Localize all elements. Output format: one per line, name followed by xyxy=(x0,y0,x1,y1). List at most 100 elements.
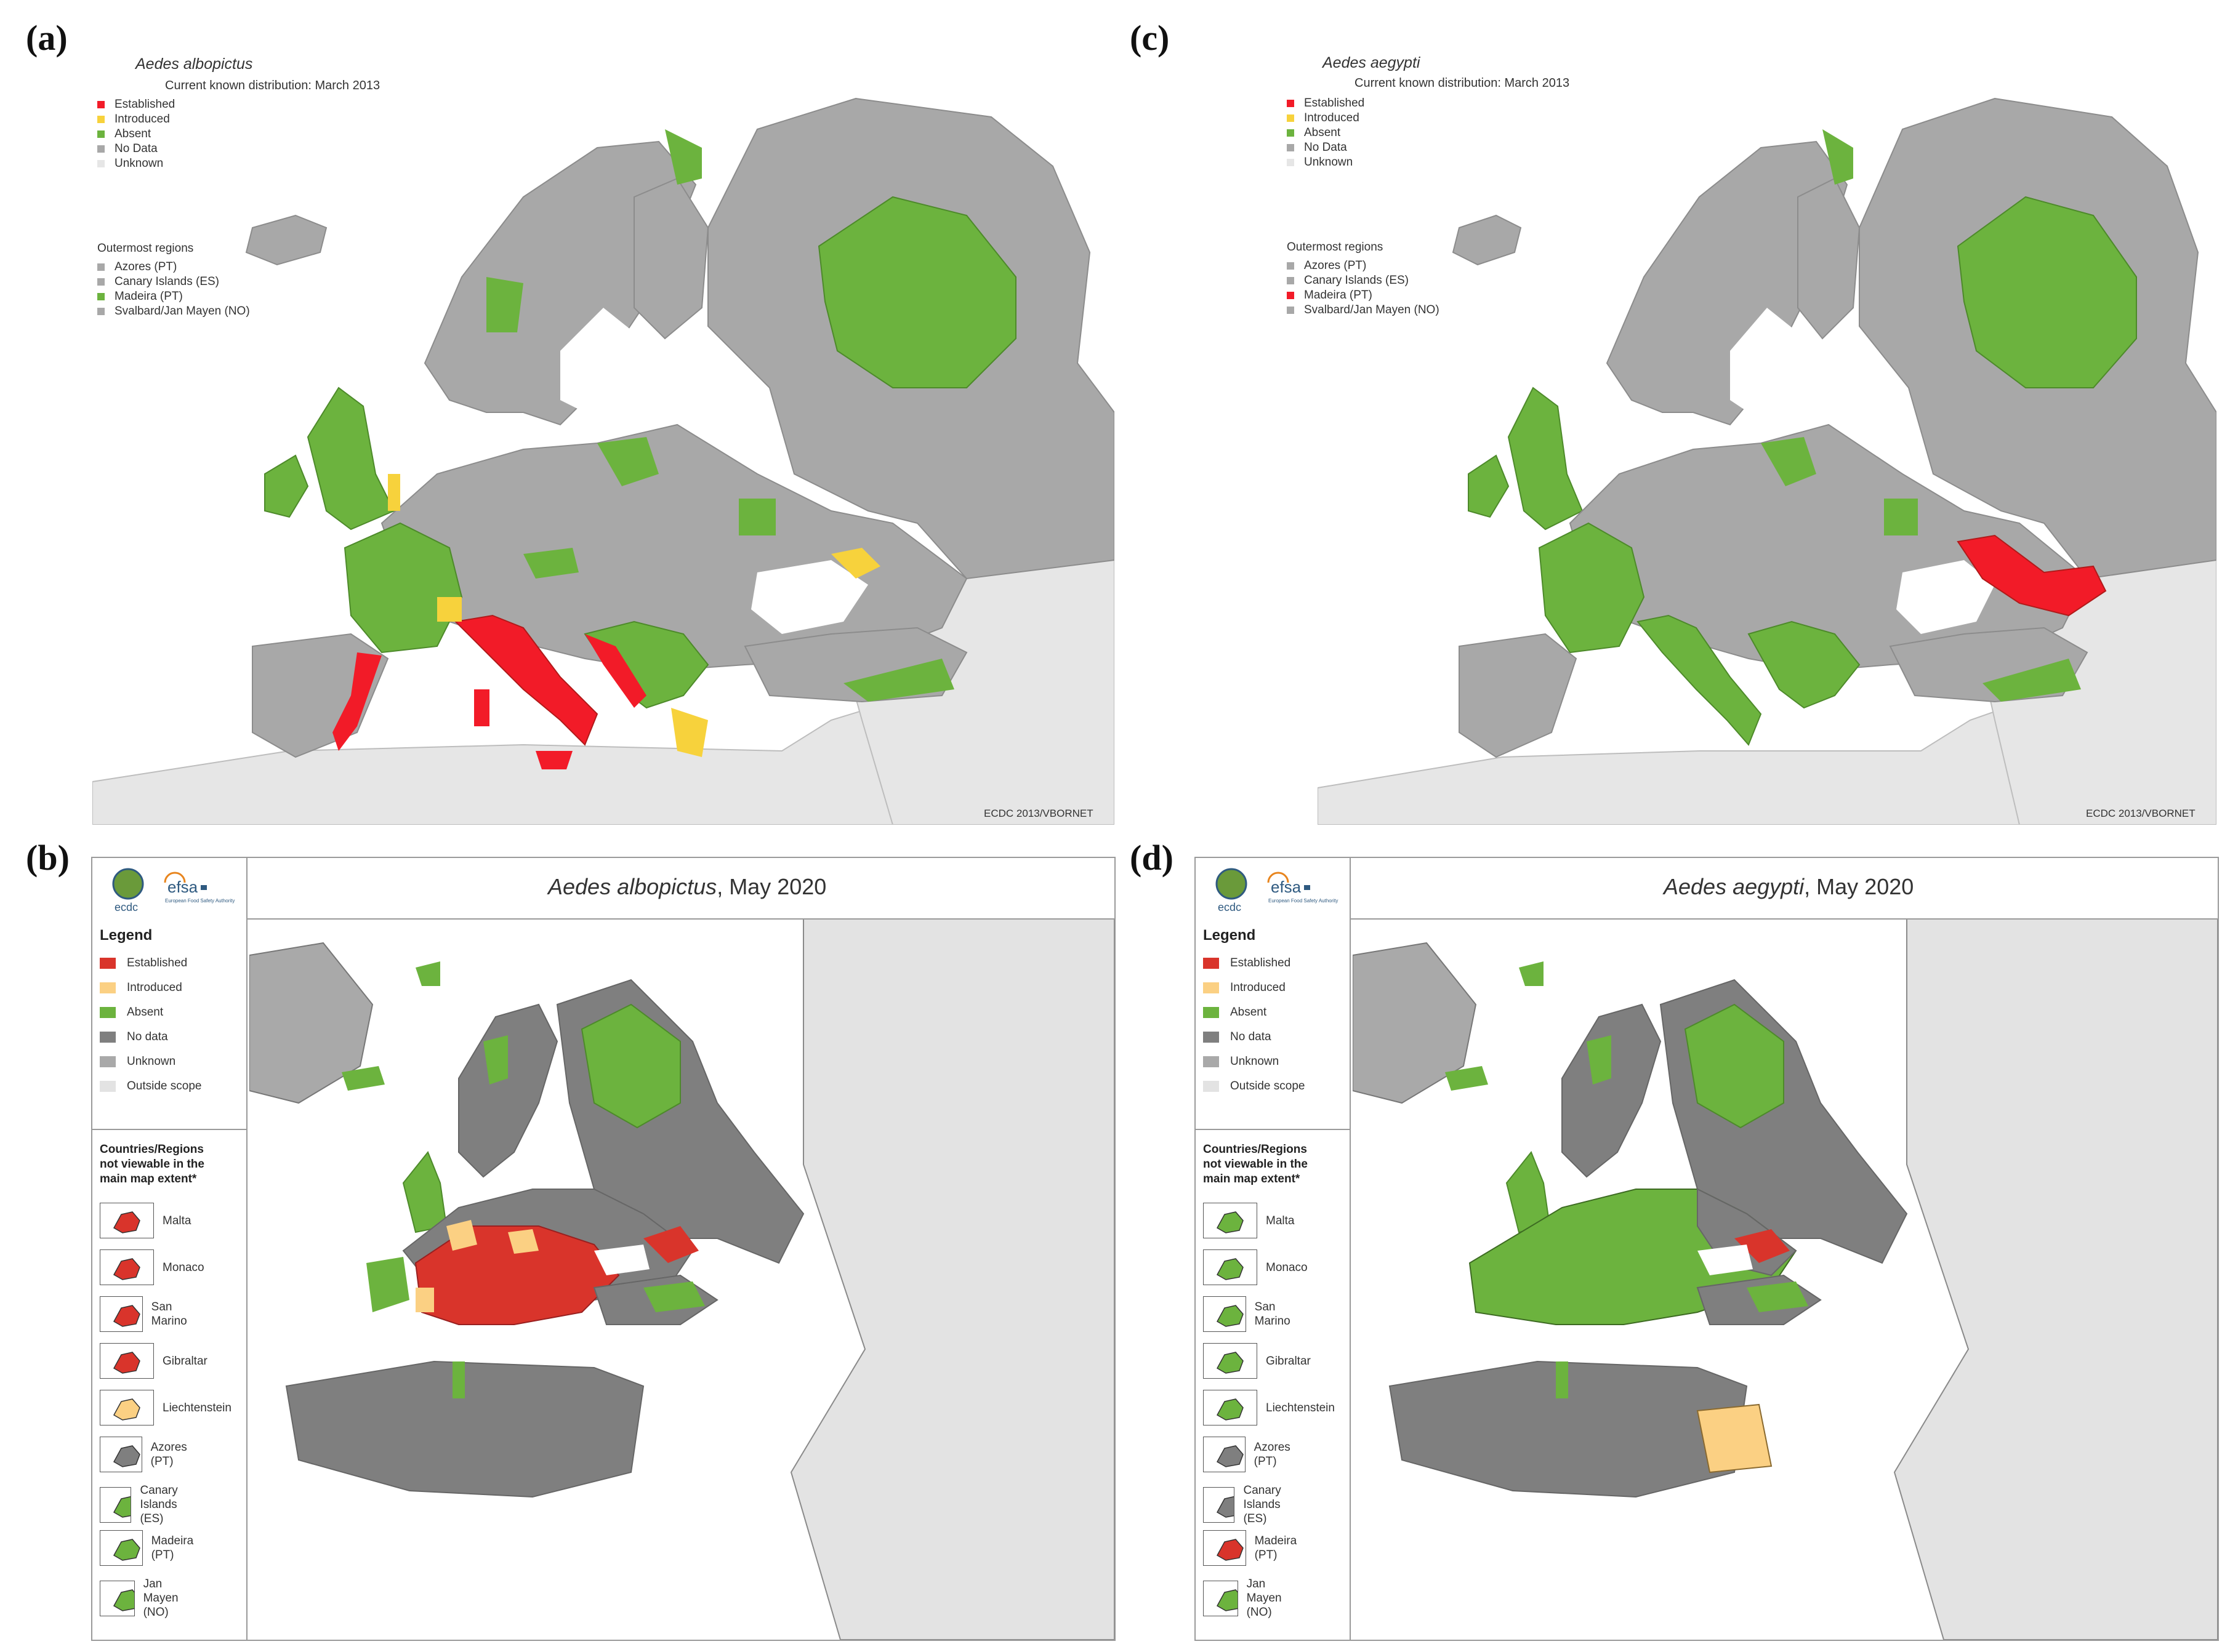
map-d-svg xyxy=(1353,918,2218,1640)
panel-c-outermost-swatch xyxy=(1287,277,1294,284)
panel-a-outermost-item-svalbard-jan-mayen-no: Svalbard/Jan Mayen (NO) xyxy=(97,304,250,319)
map-b-iceland xyxy=(342,1066,385,1091)
panel-c-outermost-item-madeira-pt: Madeira (PT) xyxy=(1287,288,1439,303)
map-b-north-africa xyxy=(285,1360,645,1498)
panel-b-region-label: Gibraltar xyxy=(163,1354,207,1368)
panel-d-title-date: , May 2020 xyxy=(1804,874,1914,899)
map-a-turkey-absent xyxy=(843,659,954,702)
map-b-svg xyxy=(249,918,1114,1640)
panel-a-map xyxy=(92,43,1114,825)
panel-d-legend-label: No data xyxy=(1230,1030,1271,1043)
panel-c-outermost-item-canary-islands-es: Canary Islands (ES) xyxy=(1287,273,1439,288)
panel-c-legend-swatch xyxy=(1287,114,1294,122)
panel-b-legend-label: Absent xyxy=(127,1006,164,1019)
panel-b-region-madeira-pt: Madeira (PT) xyxy=(100,1530,205,1566)
panel-d-frame: Aedes aegypti, May 2020 ecdc efsa Europe… xyxy=(1194,857,2219,1641)
map-b-greenland xyxy=(249,942,374,1104)
panel-b-legend-label: Outside scope xyxy=(127,1080,202,1093)
map-b-iberia-absent xyxy=(366,1257,409,1312)
panel-a-legend-label: Introduced xyxy=(115,113,170,126)
panel-d-map xyxy=(1353,918,2218,1640)
panel-b-legend-label: Established xyxy=(127,956,188,969)
svg-text:European Food Safety Authority: European Food Safety Authority xyxy=(1268,898,1338,904)
map-a-ce-introduced-2 xyxy=(388,474,400,511)
panel-b-legend-item-outside-scope: Outside scope xyxy=(100,1080,201,1093)
map-c-france xyxy=(1538,522,1645,654)
panel-d-region-canary-islands-es: Canary Islands (ES) xyxy=(1203,1483,1303,1526)
panel-b-legend-swatch xyxy=(100,1081,116,1092)
panel-d-legend-item-no-data: No data xyxy=(1203,1030,1271,1044)
panel-b-regions-heading-line-2: not viewable in the xyxy=(100,1158,204,1171)
map-b-outside-east xyxy=(790,918,1114,1640)
panel-b-legend-label: Introduced xyxy=(127,981,182,994)
panel-c-legend: Established Introduced Absent No Data Unknow… xyxy=(1287,96,1364,170)
panel-a-legend-item-no-data: No Data xyxy=(97,142,175,156)
panel-d-legend-label: Introduced xyxy=(1230,981,1286,994)
panel-d-region-inset-map xyxy=(1203,1486,1235,1523)
panel-b-regions-heading-line-3: main map extent* xyxy=(100,1173,197,1185)
map-c-italy xyxy=(1636,614,1762,746)
panel-d-regions-heading: Countries/Regions not viewable in the ma… xyxy=(1203,1142,1308,1187)
map-a-sardinia xyxy=(474,689,489,726)
panel-c-outermost-legend: Outermost regions Azores (PT) Canary Islan… xyxy=(1287,240,1439,318)
panel-d-legend-item-outside-scope: Outside scope xyxy=(1203,1080,1305,1093)
panel-d-legend-swatch xyxy=(1203,1032,1219,1043)
panel-d-legend-swatch xyxy=(1203,1007,1219,1018)
map-b-uk xyxy=(402,1151,448,1233)
map-d-mediterranean xyxy=(1525,1325,1722,1368)
panel-d-region-inset-map xyxy=(1203,1296,1246,1332)
panel-a-outermost-swatch xyxy=(97,308,105,315)
panel-d-region-monaco: Monaco xyxy=(1203,1249,1308,1285)
map-c-turkey-absent xyxy=(1982,659,2081,702)
map-b-russia-absent xyxy=(581,1003,681,1129)
panel-c-outermost-heading: Outermost regions xyxy=(1287,241,1383,254)
map-a-italy xyxy=(454,614,598,746)
map-d-uk xyxy=(1505,1151,1551,1233)
panel-d-legend-item-unknown: Unknown xyxy=(1203,1055,1279,1069)
panel-a-legend-item-established: Established xyxy=(97,97,175,112)
panel-c-outermost-swatch xyxy=(1287,292,1294,299)
panel-b-region-inset-map xyxy=(100,1203,154,1238)
panel-c-legend-swatch xyxy=(1287,159,1294,166)
panel-b-region-inset-map xyxy=(100,1486,132,1523)
panel-c-outermost-label: Svalbard/Jan Mayen (NO) xyxy=(1304,303,1439,316)
panel-b-region-label: San Marino xyxy=(151,1301,187,1328)
panel-d-region-label: Liechtenstein xyxy=(1266,1401,1335,1414)
panel-d-region-label: San Marino xyxy=(1254,1301,1290,1328)
map-b-europe-introduced-2 xyxy=(508,1229,539,1254)
panel-c-outermost-swatch xyxy=(1287,262,1294,270)
panel-d-region-label: Madeira (PT) xyxy=(1254,1534,1297,1562)
panel-c-legend-item-no-data: No Data xyxy=(1287,140,1364,155)
panel-a-outermost-label: Svalbard/Jan Mayen (NO) xyxy=(115,305,250,318)
panel-d-legend-item-absent: Absent xyxy=(1203,1006,1266,1019)
map-b-europe-introduced-3 xyxy=(416,1288,434,1312)
panel-d-legend-label: Established xyxy=(1230,956,1291,969)
panel-a-credit: ECDC 2013/VBORNET xyxy=(984,808,1093,819)
svg-text:ecdc: ecdc xyxy=(115,901,138,913)
map-d-turkey-absent xyxy=(1747,1281,1808,1312)
panel-b-region-label: Liechtenstein xyxy=(163,1401,231,1414)
map-a-uk xyxy=(307,387,395,531)
panel-c-legend-label: Unknown xyxy=(1304,156,1353,169)
panel-c-credit: ECDC 2013/VBORNET xyxy=(2086,808,2196,819)
panel-d-legend-item-introduced: Introduced xyxy=(1203,981,1286,995)
panel-a-legend-label: Absent xyxy=(115,127,151,140)
map-c-norway-absent xyxy=(1822,129,1853,185)
panel-b-region-label: Madeira (PT) xyxy=(151,1534,194,1562)
panel-d-region-label: Azores (PT) xyxy=(1254,1441,1290,1468)
panel-a-legend-swatch xyxy=(97,145,105,153)
panel-c-legend-item-absent: Absent xyxy=(1287,126,1364,140)
map-a-norway-absent xyxy=(665,129,702,185)
panel-a-legend-label: Established xyxy=(115,98,175,111)
panel-d-region-inset-map xyxy=(1203,1343,1257,1379)
map-d-scandinavia xyxy=(1561,1003,1662,1178)
panel-d-region-san-marino: San Marino xyxy=(1203,1296,1302,1332)
map-a-sicily xyxy=(536,751,573,769)
panel-c-outermost-label: Madeira (PT) xyxy=(1304,289,1372,302)
map-c-caucasus-established xyxy=(1957,534,2107,617)
panel-b-legend-swatch xyxy=(100,1007,116,1018)
panel-c-letter: (c) xyxy=(1130,18,1170,58)
map-d-caspian-established xyxy=(1734,1229,1790,1263)
panel-b-letter: (b) xyxy=(26,838,70,878)
panel-b-title-species: Aedes albopictus xyxy=(548,874,717,899)
